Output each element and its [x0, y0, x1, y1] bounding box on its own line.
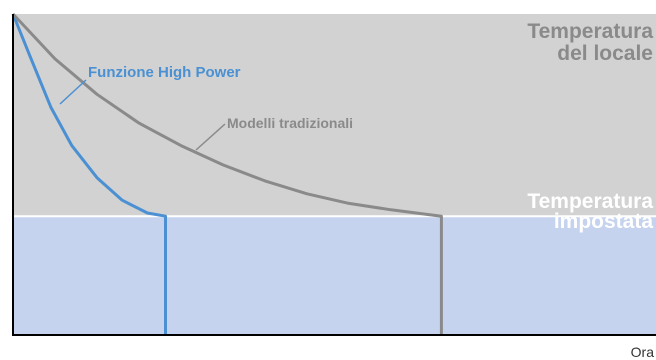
series-line-1 — [11, 12, 443, 335]
series-layer — [11, 12, 443, 335]
legend-high-power: Funzione High Power — [88, 64, 241, 81]
legend-traditional: Modelli tradizionali — [227, 115, 353, 131]
x-axis-label: Ora — [631, 344, 655, 360]
set-temperature-region — [13, 216, 656, 335]
high-power-leader-line — [59, 79, 87, 105]
room-temperature-region — [13, 14, 656, 217]
set-temperature-label: Temperatura impostata — [527, 190, 653, 233]
series-line-0 — [11, 13, 167, 335]
traditional-leader-line — [195, 123, 226, 151]
room-temperature-label: Temperatura del locale — [527, 20, 653, 65]
